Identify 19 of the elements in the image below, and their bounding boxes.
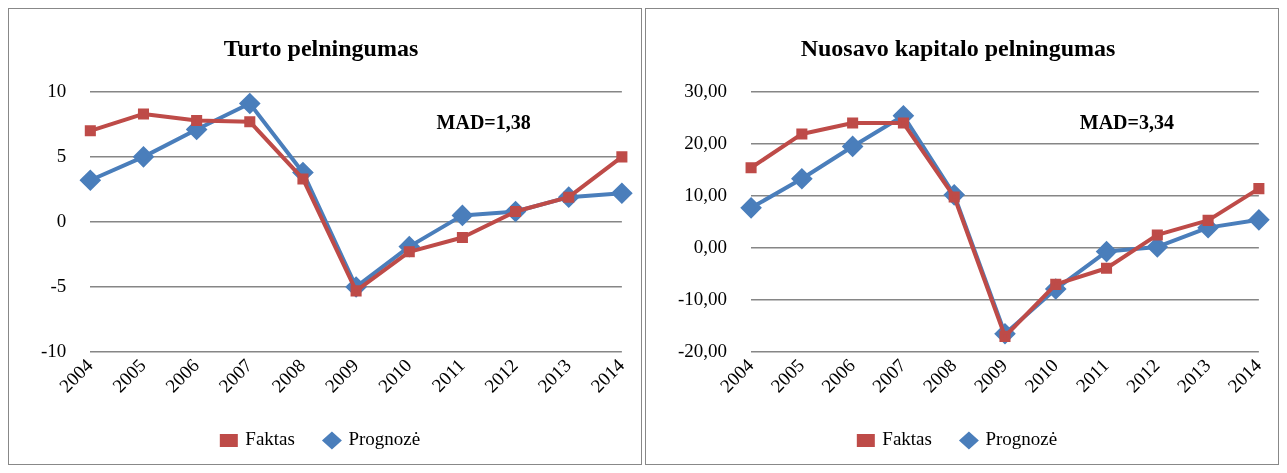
- y-tick-label: 10: [47, 79, 67, 101]
- chart-title: Nuosavo kapitalo pelningumas: [800, 34, 1116, 61]
- y-tick-label: -5: [50, 274, 67, 296]
- legend-label: Faktas: [882, 428, 932, 450]
- y-tick-label: -10,00: [678, 287, 728, 309]
- legend-label: Faktas: [245, 428, 295, 450]
- y-tick-label: 20,00: [684, 131, 728, 153]
- y-tick-label: 30,00: [684, 79, 728, 101]
- chart-title: Turto pelningumas: [223, 34, 419, 61]
- y-tick-label: 0: [56, 209, 67, 231]
- y-tick-label: -10: [41, 339, 67, 361]
- legend-label: Prognozė: [985, 428, 1058, 450]
- annotation: MAD=1,38: [436, 110, 531, 133]
- annotation: MAD=3,34: [1079, 110, 1174, 133]
- legend-label: Prognozė: [348, 428, 421, 450]
- y-tick-label: -20,00: [678, 339, 728, 361]
- y-tick-label: 5: [56, 144, 67, 166]
- y-tick-label: 10,00: [684, 183, 728, 205]
- y-tick-label: 0,00: [693, 235, 728, 257]
